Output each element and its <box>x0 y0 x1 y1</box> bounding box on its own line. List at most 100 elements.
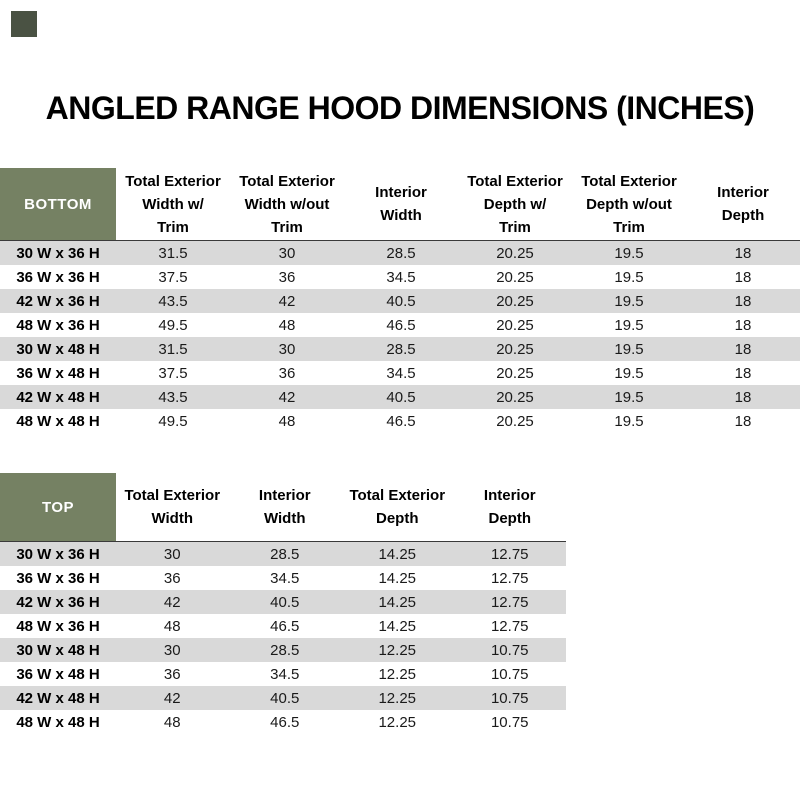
cell-value: 31.5 <box>158 340 188 358</box>
cell-value: 49.5 <box>158 316 188 334</box>
cell-value: 46.5 <box>270 617 300 635</box>
cell-value: 12.25 <box>378 689 417 707</box>
cell-value: 46.5 <box>386 316 416 334</box>
cell-value: 48 <box>163 617 181 635</box>
cell-value: 18 <box>734 316 752 334</box>
page-title: ANGLED RANGE HOOD DIMENSIONS (INCHES) <box>45 90 755 127</box>
cell-value: 19.5 <box>614 364 644 382</box>
table-row: 36 W x 48 H 36 34.5 12.25 10.75 <box>0 662 566 686</box>
cell-value: 30 <box>163 545 181 563</box>
cell-value: 18 <box>734 340 752 358</box>
cell-value: 49.5 <box>158 412 188 430</box>
table-row: 36 W x 48 H 37.5 36 34.5 20.25 19.5 18 <box>0 361 800 385</box>
column-header: Interior Depth <box>717 184 769 224</box>
table-row: 30 W x 48 H 31.5 30 28.5 20.25 19.5 18 <box>0 337 800 361</box>
cell-value: 34.5 <box>386 364 416 382</box>
cell-value: 42 <box>278 388 296 406</box>
table-body: 30 W x 36 H 30 28.5 14.25 12.75 36 W x 36 H 36… <box>0 542 566 734</box>
cell-value: 10.75 <box>490 689 529 707</box>
cell-value: 19.5 <box>614 388 644 406</box>
cell-value: 20.25 <box>496 292 534 310</box>
column-header: Total Exterior Width w/out Trim <box>239 172 335 236</box>
table-row: 42 W x 36 H 43.5 42 40.5 20.25 19.5 18 <box>0 289 800 313</box>
cell-value: 14.25 <box>378 593 417 611</box>
top-dimensions-table: TOP Total Exterior Width Interior Width … <box>0 473 566 734</box>
cell-value: 31.5 <box>158 244 188 262</box>
column-header: Total Exterior Depth w/ Trim <box>467 172 563 236</box>
cell-value: 36 <box>278 268 296 286</box>
cell-value: 20.25 <box>496 388 534 406</box>
table-row: 48 W x 36 H 48 46.5 14.25 12.75 <box>0 614 566 638</box>
cell-value: 42 <box>163 689 181 707</box>
cell-value: 19.5 <box>614 316 644 334</box>
cell-value: 30 <box>278 340 296 358</box>
cell-value: 34.5 <box>270 569 300 587</box>
cell-value: 46.5 <box>386 412 416 430</box>
cell-value: 43.5 <box>158 292 188 310</box>
cell-value: 42 <box>163 593 181 611</box>
row-label: 36 W x 36 H <box>16 569 100 587</box>
row-label: 30 W x 48 H <box>16 641 100 659</box>
cell-value: 40.5 <box>386 388 416 406</box>
row-label: 42 W x 48 H <box>16 388 100 406</box>
cell-value: 18 <box>734 292 752 310</box>
row-label: 48 W x 48 H <box>16 412 100 430</box>
cell-value: 30 <box>278 244 296 262</box>
bottom-dimensions-table: BOTTOM Total Exterior Width w/ Trim Tota… <box>0 168 800 433</box>
row-label: 36 W x 48 H <box>16 364 100 382</box>
cell-value: 34.5 <box>270 665 300 683</box>
row-label: 42 W x 48 H <box>16 689 100 707</box>
cell-value: 20.25 <box>496 364 534 382</box>
row-label: 36 W x 36 H <box>16 268 100 286</box>
cell-value: 14.25 <box>378 617 417 635</box>
table-title-cell-bottom: BOTTOM <box>0 168 116 240</box>
cell-value: 12.75 <box>490 569 529 587</box>
cell-value: 37.5 <box>158 268 188 286</box>
column-header: Total Exterior Width <box>124 487 221 527</box>
cell-value: 40.5 <box>386 292 416 310</box>
cell-value: 28.5 <box>270 641 300 659</box>
cell-value: 19.5 <box>614 292 644 310</box>
cell-value: 20.25 <box>496 244 534 262</box>
row-label: 30 W x 36 H <box>16 545 100 563</box>
cell-value: 36 <box>163 569 181 587</box>
table-row: 30 W x 36 H 31.5 30 28.5 20.25 19.5 18 <box>0 241 800 265</box>
cell-value: 14.25 <box>378 545 417 563</box>
cell-value: 19.5 <box>614 412 644 430</box>
table-body: 30 W x 36 H 31.5 30 28.5 20.25 19.5 18 36 W x 3… <box>0 241 800 433</box>
table-row: 48 W x 48 H 49.5 48 46.5 20.25 19.5 18 <box>0 409 800 433</box>
cell-value: 19.5 <box>614 244 644 262</box>
cell-value: 48 <box>278 316 296 334</box>
cell-value: 37.5 <box>158 364 188 382</box>
table-row: 42 W x 48 H 43.5 42 40.5 20.25 19.5 18 <box>0 385 800 409</box>
table-row: 36 W x 36 H 37.5 36 34.5 20.25 19.5 18 <box>0 265 800 289</box>
table-row: 42 W x 48 H 42 40.5 12.25 10.75 <box>0 686 566 710</box>
cell-value: 18 <box>734 244 752 262</box>
cell-value: 20.25 <box>496 268 534 286</box>
column-header: Total Exterior Width w/ Trim <box>125 172 221 236</box>
cell-value: 28.5 <box>386 244 416 262</box>
row-label: 42 W x 36 H <box>16 292 100 310</box>
table-row: 48 W x 48 H 48 46.5 12.25 10.75 <box>0 710 566 734</box>
cell-value: 30 <box>163 641 181 659</box>
column-header: Interior Depth <box>483 487 536 527</box>
column-header: Interior Width <box>258 487 311 527</box>
green-corner-square <box>11 11 37 37</box>
table-row: 30 W x 48 H 30 28.5 12.25 10.75 <box>0 638 566 662</box>
cell-value: 12.25 <box>378 713 417 731</box>
table-row: 42 W x 36 H 42 40.5 14.25 12.75 <box>0 590 566 614</box>
cell-value: 40.5 <box>270 593 300 611</box>
cell-value: 18 <box>734 268 752 286</box>
cell-value: 48 <box>278 412 296 430</box>
cell-value: 18 <box>734 412 752 430</box>
cell-value: 36 <box>163 665 181 683</box>
cell-value: 36 <box>278 364 296 382</box>
cell-value: 12.75 <box>490 545 529 563</box>
cell-value: 12.25 <box>378 665 417 683</box>
cell-value: 19.5 <box>614 340 644 358</box>
cell-value: 10.75 <box>490 641 529 659</box>
cell-value: 10.75 <box>490 665 529 683</box>
column-header: Total Exterior Depth w/out Trim <box>581 172 677 236</box>
row-label: 48 W x 48 H <box>16 713 100 731</box>
row-label: 48 W x 36 H <box>16 617 100 635</box>
